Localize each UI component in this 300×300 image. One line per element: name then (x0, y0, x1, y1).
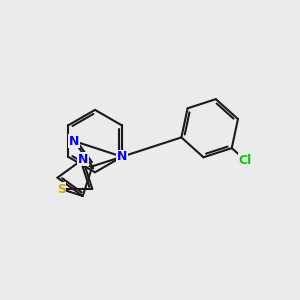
Text: S: S (57, 182, 66, 196)
Text: N: N (77, 153, 88, 166)
Text: N: N (69, 135, 79, 148)
Text: N: N (117, 150, 127, 163)
Text: Cl: Cl (238, 154, 252, 166)
